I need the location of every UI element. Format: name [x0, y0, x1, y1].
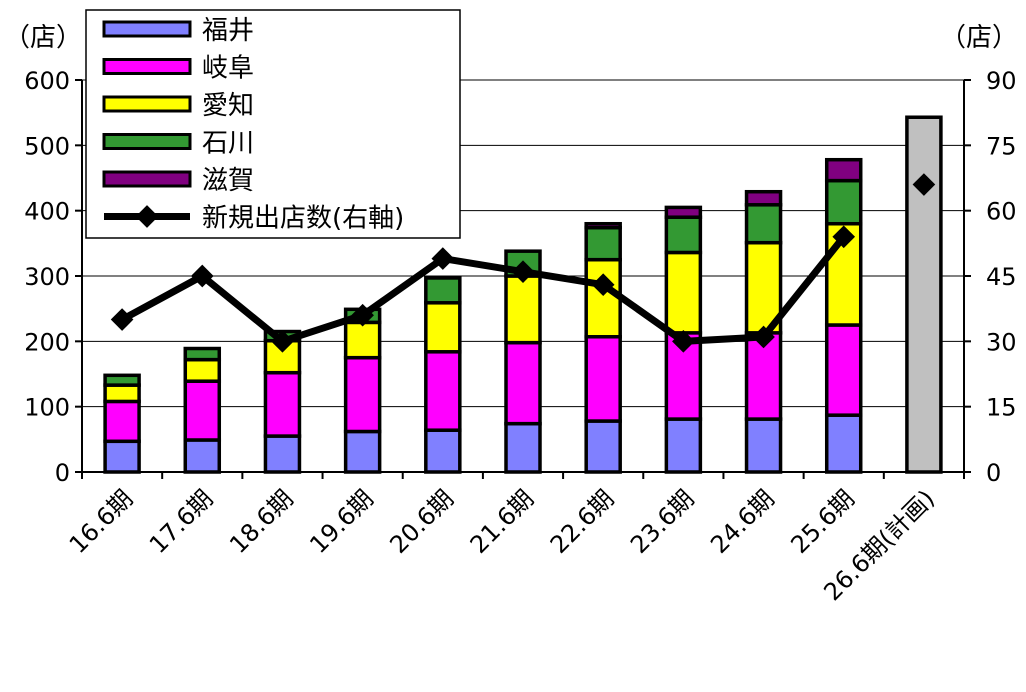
category-label: 20.6期	[385, 484, 460, 559]
legend-box	[85, 9, 461, 239]
line-marker	[511, 260, 535, 283]
bar-segment	[664, 250, 703, 335]
bar-segment	[584, 225, 622, 262]
line-marker	[672, 330, 695, 353]
bar-segment	[744, 189, 783, 207]
category-label: 23.6期	[625, 484, 700, 559]
bar-segment	[263, 370, 302, 438]
right-tick-label: 15	[986, 394, 1017, 422]
line-marker	[110, 308, 134, 331]
line-marker	[351, 303, 374, 327]
left-tick-label: 100	[24, 394, 70, 422]
right-tick-label: 30	[986, 328, 1017, 356]
line-marker	[271, 330, 294, 353]
bar-segment	[584, 257, 622, 339]
category-label: 19.6期	[304, 484, 379, 559]
legend-swatch	[102, 20, 192, 38]
bar-segment	[664, 215, 703, 255]
left-tick-label: 300	[24, 263, 70, 291]
bar-segment	[103, 383, 141, 404]
bar-segment	[504, 421, 542, 474]
right-tick-label: 90	[986, 67, 1017, 95]
legend-swatch	[102, 133, 192, 150]
right-tick-label: 75	[986, 132, 1017, 160]
bar-segment	[664, 205, 703, 219]
bar-segment	[744, 417, 783, 474]
bar-segment	[584, 419, 622, 474]
legend-label: 岐阜	[202, 54, 254, 84]
line-marker	[752, 325, 775, 349]
bar-segment	[103, 399, 141, 444]
line-path	[120, 234, 847, 345]
bar-segment	[343, 429, 382, 474]
legend-label: 滋賀	[202, 166, 254, 196]
right-axis-unit: （店）	[940, 23, 1018, 53]
right-tick-label: 45	[986, 263, 1017, 291]
bar-segment	[905, 115, 943, 474]
bar-segment	[664, 417, 703, 474]
left-tick-label: 600	[24, 67, 70, 95]
left-tick-label: 0	[55, 459, 70, 487]
bar-segment	[584, 335, 622, 423]
legend-label: 愛知	[202, 91, 254, 121]
bar-segment	[584, 221, 622, 230]
bar-segment	[183, 357, 222, 383]
left-tick-label: 500	[24, 132, 70, 160]
bar-segment	[824, 178, 863, 226]
bar-segment	[263, 434, 302, 474]
bar-segment	[424, 276, 462, 305]
legend-label: 石川	[202, 129, 254, 159]
bar-segment	[103, 373, 141, 387]
bar-segment	[343, 355, 382, 434]
legend-swatch	[102, 170, 192, 188]
bar-segment	[424, 301, 462, 354]
bar-segment	[824, 413, 863, 474]
bar-segment	[183, 438, 222, 474]
bar-segment	[504, 340, 542, 426]
bar-segment	[504, 274, 542, 345]
bar-segment	[744, 203, 783, 245]
bar-segment	[103, 439, 141, 474]
bar-segment	[343, 320, 382, 360]
legend-label: 福井	[202, 16, 254, 46]
category-label: 21.6期	[465, 484, 540, 559]
left-axis-unit: （店）	[4, 23, 82, 53]
bar-segment	[424, 428, 462, 474]
legend-swatch	[102, 95, 192, 113]
right-tick-label: 0	[986, 459, 1001, 487]
bar-segment	[183, 379, 222, 442]
left-tick-label: 200	[24, 328, 70, 356]
category-label: 22.6期	[545, 484, 620, 559]
bar-segment	[824, 157, 863, 183]
category-label: 18.6期	[224, 484, 299, 559]
category-label: 24.6期	[705, 484, 780, 559]
left-tick-label: 400	[24, 198, 70, 226]
right-tick-label: 60	[986, 198, 1017, 226]
category-label: 17.6期	[144, 484, 219, 559]
category-label: 16.6期	[64, 484, 139, 559]
category-label: 25.6期	[785, 484, 860, 559]
line-marker	[591, 273, 615, 297]
bar-segment	[824, 323, 863, 417]
legend-swatch	[102, 58, 192, 75]
legend-label: 新規出店数(右軸)	[202, 204, 404, 234]
bar-segment	[424, 350, 462, 432]
line-marker	[431, 247, 455, 270]
bar-segment	[824, 221, 863, 327]
bar-segment	[183, 346, 222, 362]
bar-segment	[744, 331, 783, 421]
